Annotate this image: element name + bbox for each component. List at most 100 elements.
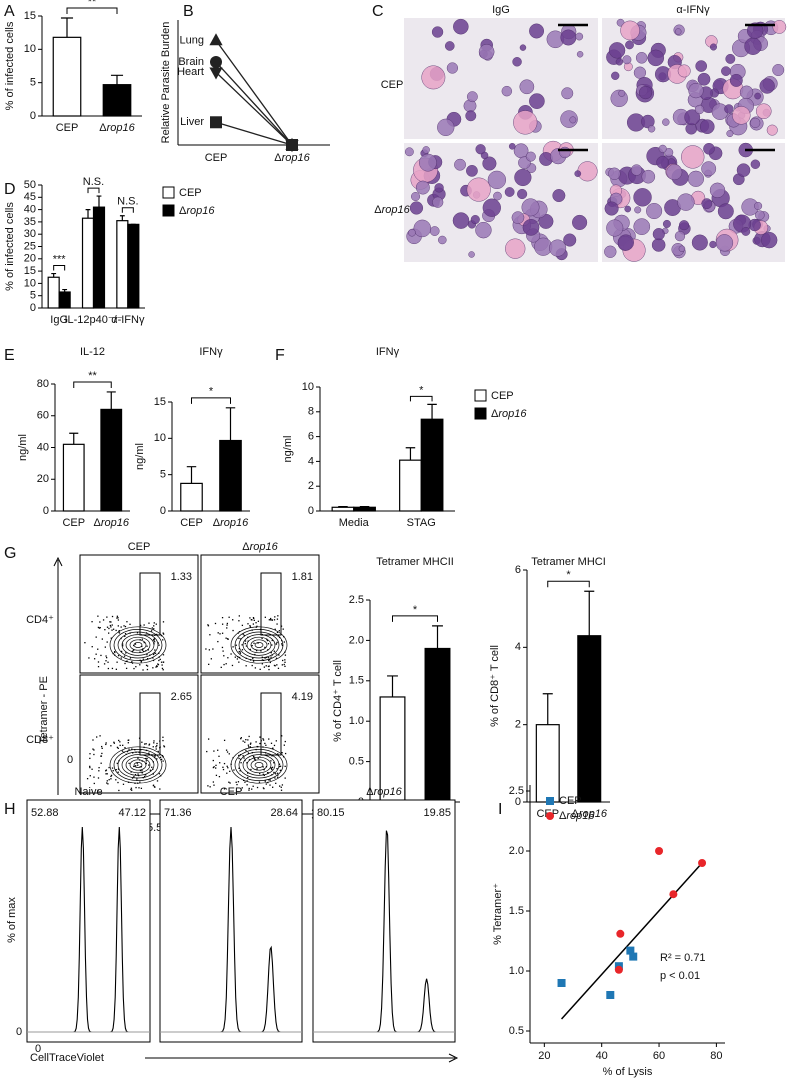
- flow-dot: [273, 762, 275, 764]
- flow-contour: [234, 629, 284, 661]
- flow-dot: [223, 762, 226, 765]
- significance-label: N.S.: [117, 196, 138, 208]
- cell: [652, 228, 665, 241]
- flow-dot: [145, 760, 147, 762]
- flow-dot: [212, 781, 215, 783]
- y-tick-label: 50: [24, 179, 36, 191]
- flow-dot: [91, 768, 93, 770]
- flow-dot: [148, 744, 150, 746]
- cell: [666, 164, 683, 181]
- cell: [501, 85, 513, 97]
- flow-dot: [130, 787, 133, 789]
- flow-dot: [149, 769, 152, 771]
- flow-dot: [162, 661, 165, 663]
- y-tick-label: 0.5: [349, 756, 364, 768]
- cell: [615, 58, 623, 66]
- flow-dot: [241, 787, 243, 789]
- bar: [47, 276, 60, 309]
- cell: [512, 57, 522, 67]
- legend-label: CEP: [559, 795, 582, 807]
- y-tick-label: 80: [37, 378, 49, 390]
- flow-dot: [129, 657, 132, 659]
- flow-dot: [226, 765, 228, 767]
- flow-dot: [152, 667, 154, 669]
- flow-dot: [118, 630, 120, 632]
- cell: [656, 156, 669, 169]
- y-tick-label: 4: [308, 455, 314, 467]
- flow-dot: [146, 658, 149, 660]
- flow-dot: [221, 623, 224, 625]
- flow-contour: [125, 756, 151, 774]
- cell: [633, 218, 651, 235]
- flow-dot: [273, 771, 275, 774]
- flow-dot: [122, 744, 124, 746]
- flow-dot: [254, 667, 257, 669]
- cell: [755, 103, 772, 119]
- y-tick-label: 10: [24, 277, 36, 289]
- histogram-frame: [159, 799, 303, 1043]
- y-tick-label: 2.5: [509, 785, 524, 797]
- flow-dot: [117, 617, 119, 619]
- flow-dot: [208, 649, 211, 651]
- cell: [511, 211, 525, 224]
- flow-dot: [234, 656, 236, 658]
- cell: [411, 192, 421, 202]
- marker: [557, 979, 566, 987]
- flow-dot: [236, 658, 239, 660]
- flow-dot: [117, 625, 119, 627]
- y-tick-label: 0: [30, 110, 36, 122]
- flow-dot: [134, 643, 137, 645]
- significance-label: **: [88, 0, 97, 8]
- flow-dot: [84, 642, 86, 644]
- cell: [701, 198, 713, 210]
- flow-plot: [79, 554, 199, 674]
- flow-dot: [133, 649, 135, 651]
- flow-dot: [154, 649, 156, 651]
- legend-label: Δrop16: [559, 810, 595, 822]
- flow-contour: [230, 626, 288, 664]
- cell: [606, 219, 624, 237]
- y-axis-label: ng/ml: [134, 443, 146, 470]
- flow-dot: [207, 738, 210, 740]
- flow-dot: [247, 623, 249, 625]
- flow-dot: [159, 658, 161, 661]
- flow-dot: [249, 743, 252, 745]
- flow-dot: [235, 781, 237, 783]
- flow-dot: [243, 757, 245, 759]
- flow-dot: [217, 640, 219, 643]
- flow-dot: [218, 755, 220, 757]
- x-tick-label: Δrop16: [274, 152, 310, 164]
- flow-dot: [106, 641, 108, 643]
- y-tick-label: 45: [24, 191, 36, 203]
- flow-dot: [269, 784, 271, 786]
- flow-dot: [281, 784, 284, 786]
- cell: [634, 206, 642, 214]
- flow-dot: [162, 736, 164, 738]
- flow-dot: [139, 769, 142, 772]
- flow-dot: [247, 746, 250, 748]
- flow-dot: [131, 777, 134, 779]
- flow-dot: [249, 624, 251, 627]
- flow-dot: [146, 645, 148, 647]
- cell: [687, 170, 705, 187]
- flow-dot: [264, 646, 266, 649]
- series-label: Heart: [177, 66, 204, 78]
- flow-dot: [91, 646, 93, 648]
- flow-contour: [246, 756, 272, 774]
- flow-dot: [247, 739, 249, 741]
- flow-dot: [145, 762, 147, 764]
- flow-dot: [275, 643, 277, 645]
- cell: [681, 145, 705, 169]
- flow-dot: [111, 667, 114, 670]
- flow-dot: [136, 632, 139, 634]
- cell: [641, 114, 655, 129]
- flow-dot: [262, 738, 264, 740]
- cell: [678, 245, 686, 252]
- flow-dot: [101, 745, 103, 748]
- cell: [739, 85, 754, 99]
- cell: [604, 245, 617, 258]
- flow-dot: [132, 752, 134, 754]
- flow-dot: [156, 745, 158, 747]
- flow-dot: [92, 739, 94, 741]
- flow-dot: [102, 619, 105, 621]
